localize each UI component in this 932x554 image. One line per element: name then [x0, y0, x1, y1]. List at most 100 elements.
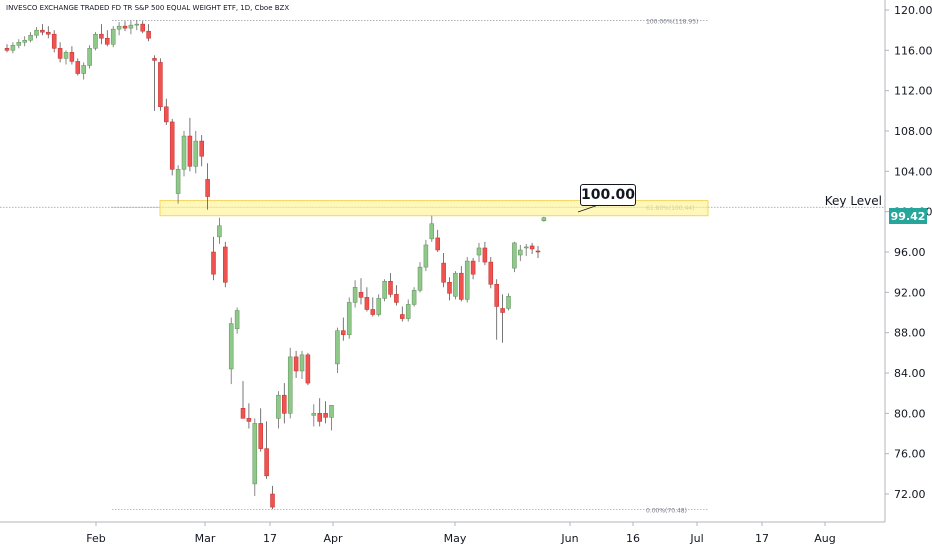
candle-body — [211, 251, 216, 275]
candle-body — [199, 140, 204, 157]
candle-body — [87, 48, 92, 66]
candle-body — [240, 408, 246, 419]
y-tick-label: 108.00 — [894, 125, 932, 138]
key-level-zone — [159, 200, 709, 217]
candle-body — [352, 287, 358, 303]
candle-body — [370, 309, 376, 315]
candle-body — [512, 242, 517, 269]
price-callout[interactable]: 100.00 — [580, 184, 636, 206]
candle-body — [482, 247, 488, 263]
y-tick-label: 88.00 — [894, 327, 926, 340]
last-price-badge: 99.42 — [889, 208, 927, 224]
candle-body — [423, 244, 429, 268]
candle-body — [57, 48, 63, 59]
candle-body — [435, 237, 440, 251]
candle-body — [464, 260, 470, 300]
candle-body — [105, 37, 110, 45]
candle-body — [282, 394, 287, 414]
candle-body — [476, 247, 482, 256]
x-tick-label: Mar — [195, 532, 216, 545]
candle-body — [494, 284, 499, 307]
x-tick-label: Aug — [814, 532, 835, 545]
candle-body — [364, 297, 370, 310]
x-tick-label: May — [444, 532, 467, 545]
price-axis-bg — [885, 0, 932, 550]
y-tick-label: 92.00 — [894, 286, 926, 299]
candle-body — [323, 413, 328, 418]
candle-body — [400, 314, 405, 319]
candle-body — [234, 310, 240, 329]
candle-body — [293, 356, 299, 372]
key-level-label: Key Level — [824, 194, 882, 208]
candle-body — [311, 413, 317, 416]
candle-body — [535, 250, 541, 253]
candle-body — [51, 33, 57, 49]
candle-body — [317, 413, 322, 422]
x-tick-label: 17 — [263, 532, 277, 545]
candle-body — [376, 298, 381, 315]
candle-body — [417, 266, 423, 291]
candle-body — [4, 48, 10, 51]
candle-body — [459, 272, 464, 300]
candle-body — [329, 405, 334, 418]
candle-body — [453, 272, 458, 297]
candle-body — [441, 262, 446, 283]
candle-body — [205, 179, 210, 197]
candle-body — [506, 296, 511, 309]
candle-body — [140, 23, 145, 32]
candle-body — [181, 135, 187, 170]
candle-body — [246, 418, 252, 422]
candle-body — [164, 106, 169, 123]
candle-body — [529, 245, 535, 250]
candle-body — [110, 28, 116, 45]
candle-body — [81, 65, 86, 74]
candle-body — [358, 292, 364, 298]
candle-body — [28, 34, 33, 41]
candle-body — [69, 52, 75, 62]
candle-body — [287, 356, 293, 414]
candle-body — [252, 423, 258, 485]
y-tick-label: 84.00 — [894, 367, 926, 380]
candle-body — [270, 493, 275, 508]
candle-body — [217, 225, 222, 238]
candle-body — [411, 290, 417, 305]
candle-body — [541, 217, 547, 221]
candle-body — [276, 394, 281, 419]
candle-body — [299, 354, 305, 372]
candle-body — [405, 304, 411, 319]
y-tick-label: 116.00 — [894, 44, 932, 57]
candle-body — [22, 40, 27, 43]
candle-body — [34, 29, 39, 36]
candle-body — [99, 33, 104, 39]
candle-body — [388, 280, 393, 295]
y-tick-label: 120.00 — [894, 4, 932, 17]
y-tick-label: 72.00 — [894, 488, 926, 501]
candle-body — [40, 29, 45, 33]
candle-body — [500, 308, 505, 313]
candle-body — [382, 280, 387, 299]
candle-body — [128, 24, 134, 29]
candle-body — [258, 423, 263, 449]
candle-body — [116, 25, 122, 30]
x-tick-label: Jul — [689, 532, 703, 545]
key-zone-layer — [159, 200, 709, 217]
x-tick-label: Feb — [86, 532, 105, 545]
candle-body — [134, 23, 140, 26]
chart-title: INVESCO EXCHANGE TRADED FD TR S&P 500 EQ… — [6, 4, 290, 12]
candle-body — [175, 169, 181, 194]
candle-body — [223, 246, 228, 283]
candle-body — [146, 30, 151, 39]
x-tick-label: 17 — [755, 532, 769, 545]
candle-body — [187, 135, 193, 167]
y-tick-label: 104.00 — [894, 165, 932, 178]
y-tick-label: 96.00 — [894, 246, 926, 259]
candle-body — [122, 25, 128, 29]
candle-body — [346, 302, 352, 335]
x-tick-label: Jun — [560, 532, 578, 545]
candle-body — [75, 61, 81, 74]
candle-body — [341, 330, 346, 335]
candle-body — [394, 294, 399, 303]
candle-body — [46, 31, 51, 35]
